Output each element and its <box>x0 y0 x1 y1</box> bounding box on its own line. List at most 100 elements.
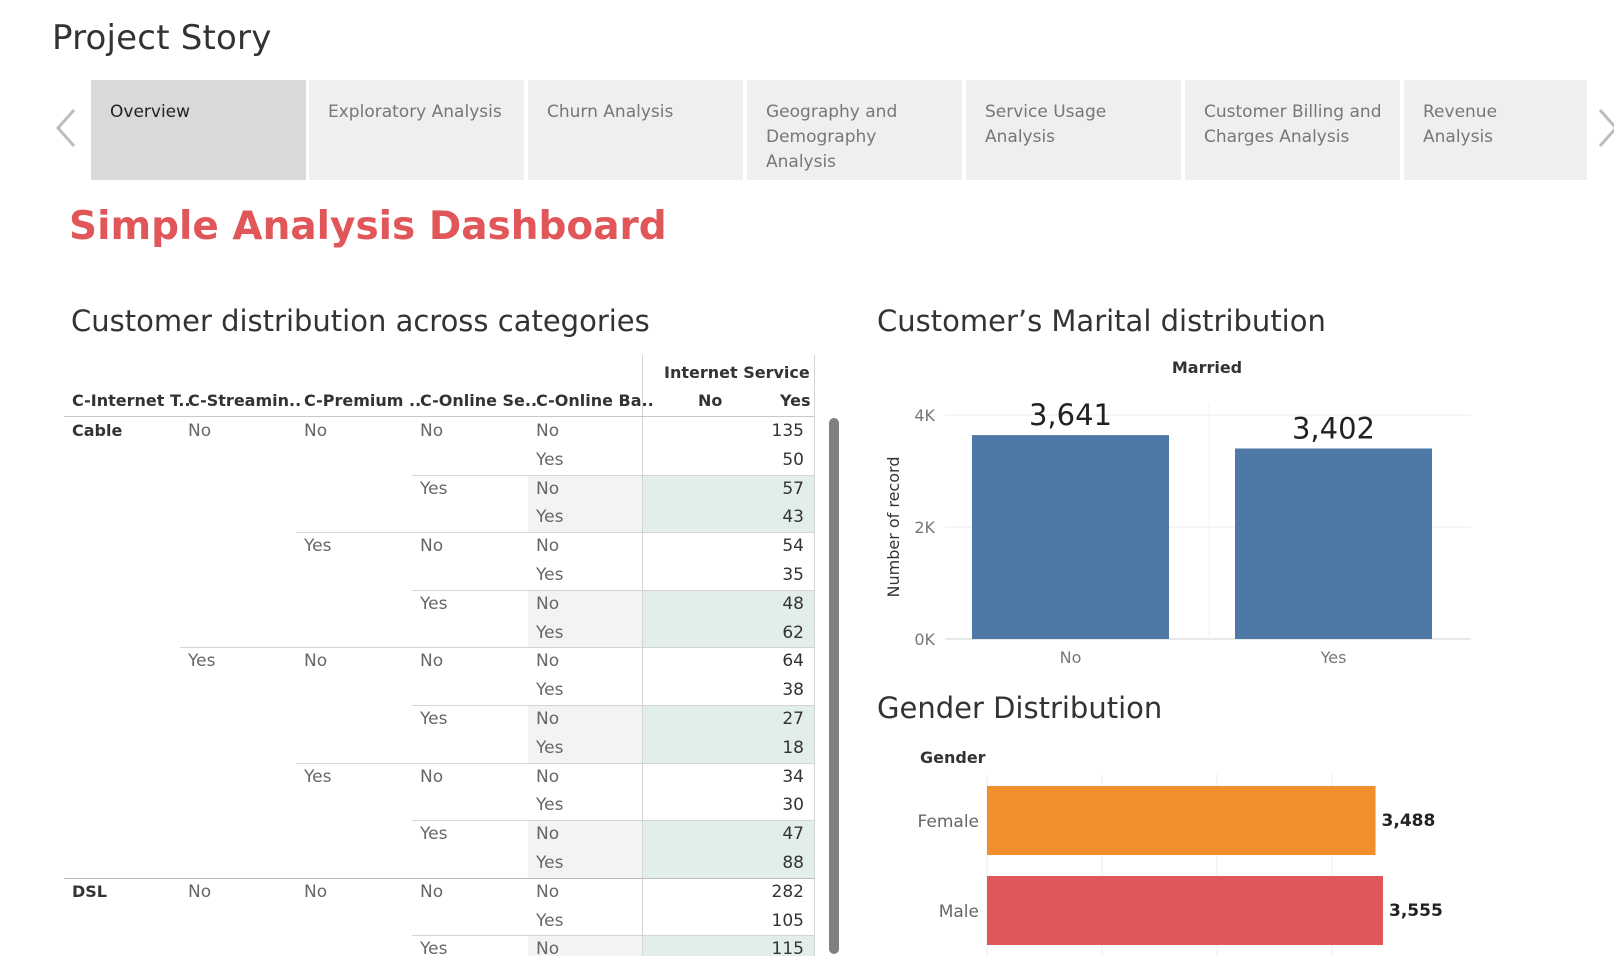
col-header-online-security[interactable]: C-Online Se.. <box>420 391 538 410</box>
table-value-cell: 34 <box>782 766 804 787</box>
data-label: 3,402 <box>1292 411 1375 445</box>
measure-col-yes: Yes <box>780 391 811 410</box>
band-label <box>528 589 642 648</box>
row-header-cell: No <box>536 421 560 441</box>
x-tick-label: No <box>1060 648 1082 667</box>
dashboard-title: Simple Analysis Dashboard <box>69 204 667 249</box>
measure-divider <box>642 355 643 956</box>
row-header-cell: No <box>536 478 560 499</box>
row-header-cell: Yes <box>536 449 564 470</box>
gender-bar-chart: Gender Female 3,488 Male 3,555 <box>918 748 1443 956</box>
bar-yes <box>1235 448 1432 639</box>
crosstab-title: Customer distribution across categories <box>71 304 650 338</box>
table-value-cell: 54 <box>782 536 804 557</box>
row-separator <box>296 532 815 534</box>
chart-header: Married <box>1172 358 1242 377</box>
category-label: Male <box>939 902 979 922</box>
col-header-online-backup[interactable]: C-Online Ba.. <box>536 391 654 410</box>
table-value-cell: 64 <box>782 651 804 672</box>
col-header-premium[interactable]: C-Premium .. <box>304 391 422 410</box>
row-header-cell: Yes <box>536 565 564 585</box>
category-label: Female <box>918 812 979 832</box>
row-header-cell: No <box>536 824 560 845</box>
data-label: 3,641 <box>1029 398 1112 432</box>
x-tick-label: Yes <box>1320 648 1347 667</box>
row-header-cell: No <box>188 421 212 441</box>
row-separator <box>412 589 815 591</box>
row-header-cell: Yes <box>536 910 564 931</box>
table-value-cell: 135 <box>771 421 804 441</box>
tab-churn-analysis[interactable]: Churn Analysis <box>528 80 743 180</box>
row-header-cell: Yes <box>420 824 448 845</box>
row-separator <box>180 647 815 649</box>
table-value-cell: 30 <box>782 795 804 816</box>
tab-geography-demography[interactable]: Geography and Demography Analysis <box>747 80 962 180</box>
row-header-cell: Yes <box>536 795 564 816</box>
row-header-cell: Yes <box>420 939 448 956</box>
table-value-cell: 38 <box>782 680 804 701</box>
band-label <box>528 474 642 533</box>
table-value-cell: 35 <box>782 565 804 585</box>
marital-title: Customer’s Marital distribution <box>877 304 1326 338</box>
row-header-cell: No <box>420 651 444 672</box>
row-header-cell: No <box>536 881 560 902</box>
row-header-cell: No <box>304 881 328 902</box>
table-value-cell: 57 <box>782 478 804 499</box>
row-header-cell: No <box>304 651 328 672</box>
tab-revenue-analysis[interactable]: Revenue Analysis <box>1404 80 1587 180</box>
band-value <box>643 705 814 763</box>
gender-title: Gender Distribution <box>877 691 1163 725</box>
row-header-cell: No <box>536 593 560 614</box>
tab-billing-charges[interactable]: Customer Billing and Charges Analysis <box>1185 80 1400 180</box>
bar-no <box>972 435 1169 639</box>
tab-service-usage[interactable]: Service Usage Analysis <box>966 80 1181 180</box>
row-header-cell: No <box>420 421 444 441</box>
table-value-cell: 27 <box>782 709 804 729</box>
row-separator <box>412 474 815 476</box>
crosstab-scrollbar-thumb[interactable] <box>829 418 839 954</box>
bar-male <box>987 876 1383 945</box>
row-header-cell: No <box>304 421 328 441</box>
tab-overview[interactable]: Overview <box>91 80 306 180</box>
row-header-cell: No <box>536 709 560 729</box>
row-separator <box>64 877 815 879</box>
measure-header: Internet Service <box>664 363 810 382</box>
row-separator <box>296 762 815 764</box>
row-header-cell: No <box>536 766 560 787</box>
band-value <box>643 935 814 956</box>
row-header-cell: Yes <box>420 593 448 614</box>
row-header-cell: Yes <box>304 766 332 787</box>
chart-header: Gender <box>920 748 986 767</box>
y-axis-label: Number of record <box>884 457 903 598</box>
table-value-cell: 115 <box>771 939 804 956</box>
row-header-cell: DSL <box>72 881 107 901</box>
table-value-cell: 88 <box>782 853 804 873</box>
table-value-cell: 282 <box>771 881 804 902</box>
story-title: Project Story <box>52 18 272 58</box>
band-label <box>528 705 642 763</box>
col-header-streaming[interactable]: C-Streamin.. <box>188 391 302 410</box>
chevron-right-icon[interactable] <box>1596 106 1614 150</box>
measure-col-no: No <box>698 391 723 410</box>
y-tick-label: 4K <box>914 406 935 425</box>
table-value-cell: 48 <box>782 593 804 614</box>
row-header-cell: No <box>420 881 444 902</box>
band-value <box>643 474 814 533</box>
table-value-cell: 105 <box>771 910 804 931</box>
chevron-left-icon[interactable] <box>54 106 78 150</box>
y-tick-label: 0K <box>914 630 935 649</box>
band-label <box>528 935 642 956</box>
row-separator <box>412 820 815 822</box>
band-value <box>643 589 814 648</box>
row-separator <box>412 935 815 937</box>
row-header-cell: No <box>536 939 560 956</box>
row-header-cell: No <box>420 766 444 787</box>
bar-female <box>987 786 1376 855</box>
row-header-cell: Yes <box>188 651 216 672</box>
row-header-cell: Yes <box>420 478 448 499</box>
col-header-internet-type[interactable]: C-Internet T.. <box>72 391 191 410</box>
marital-bar-chart: Married 0K 2K 4K Number of record 3,641 No 3,40… <box>884 358 1471 667</box>
tab-exploratory-analysis[interactable]: Exploratory Analysis <box>309 80 524 180</box>
row-header-cell: Yes <box>536 507 564 528</box>
header-rule <box>64 416 815 417</box>
